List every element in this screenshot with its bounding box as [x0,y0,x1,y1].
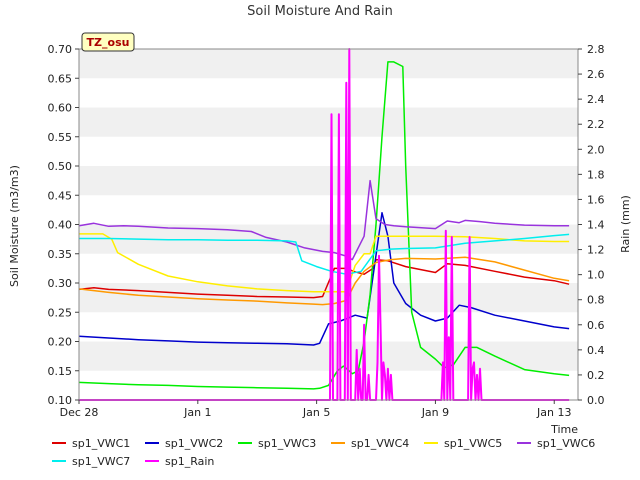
y-axis-ticks: 0.10 0.15 0.20 0.25 0.30 0.35 0.40 0.45 0.50 0.55… [48,43,79,407]
y-tick-label: 0.55 [48,131,73,144]
grid-band [79,283,578,313]
site-tag-text: TZ_osu [87,36,130,49]
series-line-sp1_VWC3 [78,61,570,390]
x-axis-label: Time [550,423,578,436]
y2-tick-label: 0.0 [587,394,605,407]
y2-tick-label: 1.0 [587,269,605,282]
legend-label-sp1_VWC1: sp1_VWC1 [72,437,130,450]
y2-axis-label: Rain (mm) [619,195,632,253]
legend-label-sp1_VWC4: sp1_VWC4 [351,437,409,450]
y2-tick-label: 2.6 [587,68,605,81]
grid-band [79,253,578,283]
series-line-sp1_VWC4 [78,256,570,306]
grid-band [79,136,578,166]
x-axis-ticks: Dec 28 Jan 1 Jan 5 Jan 9 Jan 13 [60,400,571,419]
y2-tick-label: 2.2 [587,118,605,131]
legend-label-sp1_Rain: sp1_Rain [165,455,214,468]
series-line-sp1_VWC5 [79,233,570,293]
x-tick-label: Jan 1 [183,406,211,419]
y2-tick-label: 1.2 [587,244,605,257]
series-line-sp1_VWC6 [78,179,570,261]
grid-band [79,107,578,137]
y2-tick-label: 1.4 [587,219,605,232]
y2-tick-label: 0.2 [587,369,605,382]
y-tick-label: 0.45 [48,189,73,202]
x-tick-label: Jan 13 [536,406,571,419]
grid-band [79,312,578,342]
legend-label-sp1_VWC3: sp1_VWC3 [258,437,316,450]
x-tick-label: Jan 9 [421,406,449,419]
y-tick-label: 0.15 [48,365,73,378]
legend-label-sp1_VWC6: sp1_VWC6 [537,437,595,450]
legend-label-sp1_VWC7: sp1_VWC7 [72,455,130,468]
y-tick-label: 0.70 [48,43,73,56]
grid-band [79,166,578,196]
y-tick-label: 0.40 [48,219,73,232]
grid-band [79,195,578,225]
y-tick-label: 0.30 [48,277,73,290]
x-tick-label: Dec 28 [60,406,99,419]
y2-axis-ticks: 0.0 0.2 0.4 0.6 0.8 1.0 1.2 1.4 1.6 1.8 2.0 2.2 2.4 2… [578,43,605,407]
y-tick-label: 0.35 [48,248,73,261]
x-tick-label: Jan 5 [302,406,330,419]
y2-tick-label: 1.6 [587,193,605,206]
site-tag: TZ_osu [81,32,135,52]
y-tick-label: 0.65 [48,72,73,85]
series-layer [78,48,570,401]
legend: sp1_VWC1 sp1_VWC2 sp1_VWC3 sp1_VWC4 sp1_VWC5… [52,437,595,468]
y-axis-label: Soil Moisture (m3/m3) [8,165,21,287]
y-tick-label: 0.10 [48,394,73,407]
y2-tick-label: 2.8 [587,43,605,56]
y2-tick-label: 1.8 [587,168,605,181]
y2-tick-label: 2.0 [587,143,605,156]
legend-label-sp1_VWC5: sp1_VWC5 [444,437,502,450]
chart-title: Soil Moisture And Rain [247,4,393,19]
legend-label-sp1_VWC2: sp1_VWC2 [165,437,223,450]
grid-band [79,341,578,371]
y-tick-label: 0.20 [48,336,73,349]
y2-tick-label: 0.4 [587,344,605,357]
series-line-sp1_Rain [79,48,570,401]
y2-tick-label: 0.8 [587,294,605,307]
grid-band [79,49,578,79]
y-tick-label: 0.50 [48,160,73,173]
y2-tick-label: 2.4 [587,93,605,106]
y-tick-label: 0.25 [48,306,73,319]
site-tag-box [81,32,135,52]
y2-tick-label: 0.6 [587,319,605,332]
y-tick-label: 0.60 [48,102,73,115]
grid-band [79,78,578,108]
